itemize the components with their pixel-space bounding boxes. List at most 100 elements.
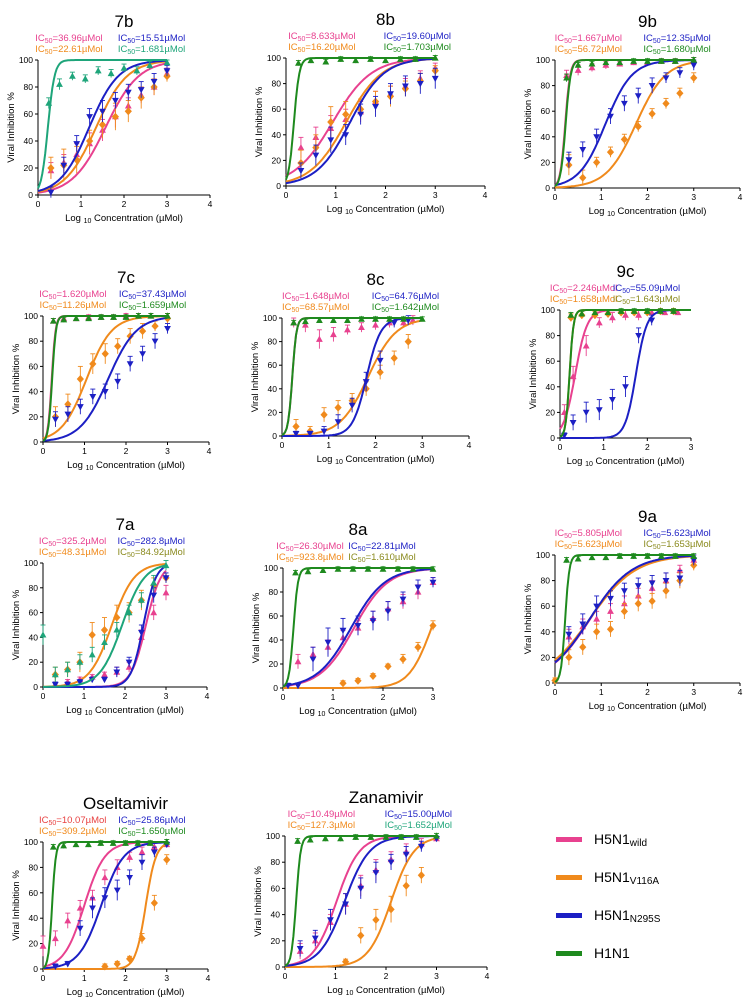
data-point [369, 672, 377, 680]
y-tick-label: 100 [541, 305, 555, 315]
data-point [297, 168, 305, 175]
ic50-label: IC50=1.648µMol [282, 291, 349, 303]
y-axis-label: Viral Inhibition % [11, 589, 22, 660]
data-point [402, 881, 410, 890]
data-point [622, 384, 629, 391]
data-point [397, 55, 404, 62]
y-axis-label: Viral Inhibition % [11, 343, 22, 414]
data-point [352, 56, 360, 64]
data-point [301, 321, 309, 328]
data-point [334, 565, 342, 572]
data-point [387, 905, 395, 914]
y-tick-label: 20 [29, 412, 39, 422]
data-point [301, 317, 309, 325]
data-point [563, 74, 570, 81]
x-tick-label: 4 [207, 446, 212, 456]
data-point [384, 608, 392, 615]
data-point [135, 312, 142, 319]
data-point [342, 957, 350, 966]
data-point [609, 314, 616, 321]
y-axis-label: Viral Inhibition % [528, 338, 539, 409]
data-point [606, 148, 615, 157]
data-point [39, 942, 47, 949]
data-point [358, 315, 365, 322]
series-h5n1-v116a [285, 57, 439, 183]
data-point [662, 75, 670, 82]
data-point [648, 317, 656, 324]
data-point [320, 428, 328, 435]
data-point [382, 833, 390, 840]
series-h1n1 [559, 307, 691, 438]
series-h5n1-v116a [43, 563, 170, 688]
data-point [162, 589, 170, 596]
panel-title: 8a [349, 520, 368, 539]
data-point [354, 676, 362, 685]
ic50-label: IC50=8.633µMol [288, 31, 355, 43]
y-tick-label: 80 [541, 576, 551, 586]
data-point [294, 837, 302, 844]
data-point [320, 410, 328, 419]
y-tick-label: 0 [550, 433, 555, 443]
y-tick-label: 100 [536, 550, 550, 560]
data-point [372, 104, 379, 111]
series-h5n1-wild [281, 315, 423, 436]
data-point [643, 307, 651, 314]
data-point [634, 93, 642, 100]
x-tick-label: 2 [383, 190, 388, 200]
y-tick-label: 20 [272, 155, 282, 165]
panel-9c: 9cIC50=2.246µMolIC50=55.09µMolIC50=1.658… [528, 262, 694, 468]
data-point [76, 658, 84, 665]
y-tick-label: 20 [271, 936, 281, 946]
legend-item-h5n1-v116a: H5N1 V116A [556, 866, 659, 888]
x-axis-label: Log 10 Concentration (µMol) [317, 454, 435, 466]
y-tick-label: 20 [29, 657, 39, 667]
ic50-label: IC50=36.96µMol [35, 33, 102, 45]
legend-item-h5n1-wild: H5N1 wild [556, 828, 647, 850]
y-tick-label: 0 [276, 181, 281, 191]
fit-curve [560, 309, 691, 439]
data-point [620, 100, 628, 108]
data-point [164, 326, 171, 333]
panel-title: 7a [116, 515, 135, 534]
panel-8b: 8b IC50=8.633µMol IC50=19.60µMol IC50=16.20… [254, 10, 488, 216]
data-point [89, 905, 96, 912]
y-tick-label: 20 [29, 939, 39, 949]
x-tick-label: 1 [333, 190, 338, 200]
y-tick-label: 80 [541, 81, 551, 91]
data-point [616, 58, 624, 66]
series-h1n1 [554, 56, 698, 187]
ic50-label: IC50=1.650µMol [118, 826, 185, 838]
data-point [337, 55, 345, 62]
x-axis-label: Log 10 Concentration (µMol) [67, 460, 185, 472]
data-point [138, 848, 146, 855]
data-point [595, 319, 603, 326]
x-axis-label: Log 10 Concentration (µMol) [567, 456, 685, 468]
data-point [94, 67, 102, 74]
x-tick-label: 1 [82, 446, 87, 456]
data-point [133, 67, 141, 74]
data-point [312, 152, 320, 159]
data-point [429, 621, 437, 630]
data-point [387, 859, 395, 866]
ic50-label: IC50=1.620µMol [39, 289, 106, 301]
data-point [150, 579, 158, 586]
data-point [47, 164, 55, 172]
series-h5n1-v116a [42, 313, 172, 440]
data-point [418, 315, 426, 322]
data-point [412, 833, 420, 840]
ic50-label: IC50=11.26µMol [40, 300, 107, 312]
y-axis-label: Viral Inhibition % [254, 86, 265, 157]
data-point [64, 400, 72, 409]
data-point [107, 69, 115, 77]
data-point [431, 75, 439, 83]
data-point [113, 887, 121, 894]
panel-title: 9a [638, 507, 657, 526]
legend-label: H5N1 [594, 831, 630, 847]
x-tick-label: 2 [373, 440, 378, 450]
y-tick-label: 60 [546, 356, 556, 366]
data-point [582, 409, 590, 416]
x-tick-label: 0 [280, 440, 285, 450]
ic50-label: IC50=22.81µMol [348, 541, 415, 553]
data-point [89, 359, 97, 368]
ic50-label: IC50=1.703µMol [384, 42, 451, 54]
